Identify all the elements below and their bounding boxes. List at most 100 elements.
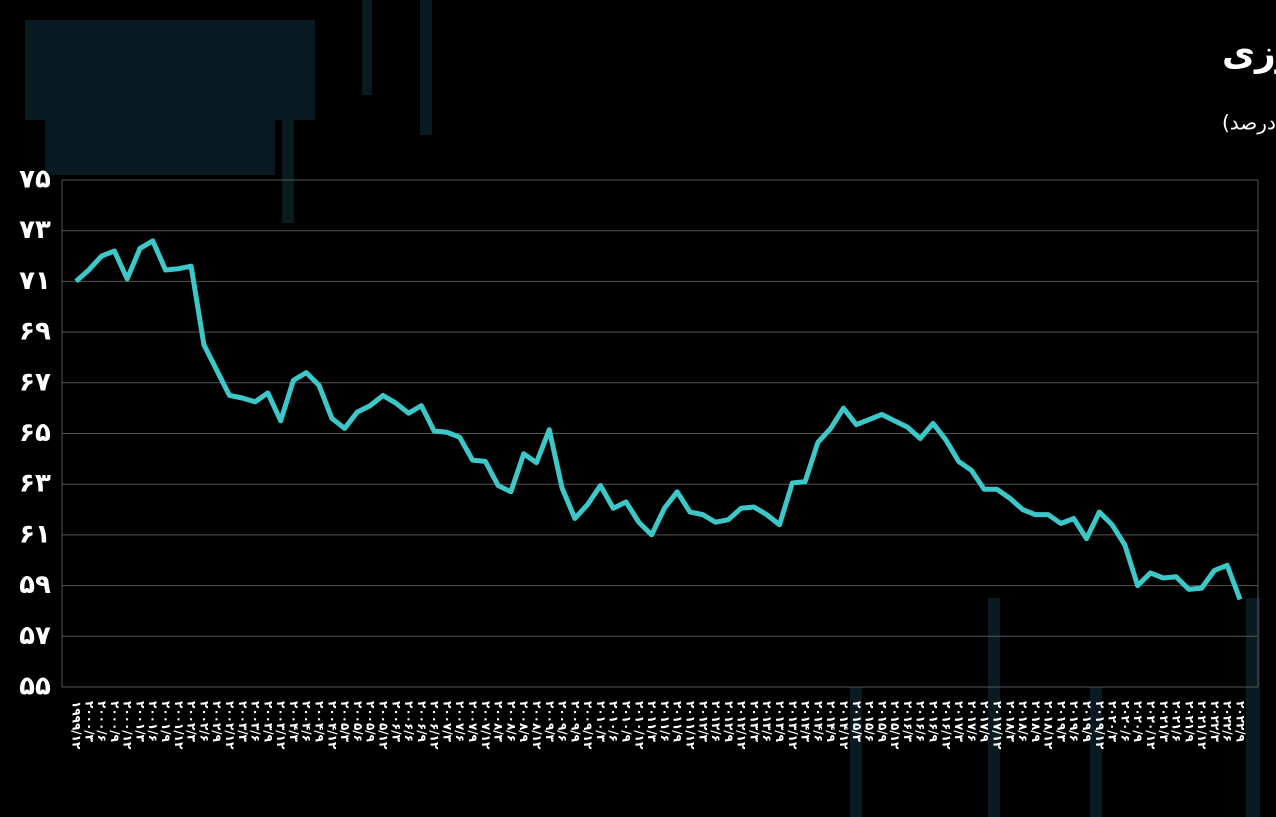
x-tick-label: ۲۰۰۶/۳ [389, 701, 403, 743]
x-tick-label: ۲۰۱۸/۹ [1029, 701, 1043, 743]
x-tick-label: ۲۰۰۲/۱۲ [223, 701, 237, 750]
x-tick-label: ۲۰۰۴/۱۲ [325, 701, 339, 750]
x-tick-label: ۲۰۱۷/۳ [952, 701, 966, 743]
x-tick-label: ۲۰۱۷/۶ [965, 701, 979, 742]
x-tick-label: ۲۰۲۱/۱۲ [1195, 701, 1209, 750]
x-tick-label: ۲۰۰۶/۹ [415, 701, 429, 743]
x-tick-label: ۲۰۱۹/۹ [1080, 701, 1094, 743]
x-tick-label: ۲۰۰۸/۶ [504, 701, 518, 742]
x-tick-label: ۲۰۰۷/۳ [440, 701, 454, 743]
y-tick-label: ۶۵ [19, 418, 51, 448]
x-tick-label: ۲۰۰۷/۱۲ [479, 701, 493, 750]
x-tick-label: ۲۰۰۱/۱۲ [172, 701, 186, 750]
x-tick-label: ۲۰۱۸/۳ [1003, 701, 1017, 743]
x-tick-label: ۲۰۰۲/۹ [210, 701, 224, 743]
x-tick-label: ۲۰۰۹/۳ [543, 701, 557, 743]
x-tick-label: ۲۰۰۳/۱۲ [274, 701, 288, 750]
x-tick-label: ۲۰۰۰/۱۲ [121, 701, 135, 750]
y-tick-label: ۷۳ [19, 215, 51, 245]
x-tick-label: ۲۰۲۲/۳ [1208, 701, 1222, 743]
x-tick-label: ۲۰۱۷/۱۲ [990, 701, 1004, 750]
data-line [74, 238, 1243, 601]
x-tick-label: ۲۰۱۱/۶ [658, 701, 672, 742]
x-tick-label: ۲۰۰۶/۶ [402, 701, 416, 742]
x-tick-label: ۲۰۲۰/۱۲ [1144, 701, 1158, 750]
x-tick-label: ۲۰۰۲/۳ [185, 701, 199, 743]
x-tick-label: ۲۰۱۰/۱۲ [632, 701, 646, 750]
x-tick-label: ۲۰۱۲/۳ [696, 701, 710, 743]
x-tick-label: ۲۰۰۲/۶ [197, 701, 211, 742]
x-tick-label: ۲۰۰۸/۱۲ [530, 701, 544, 750]
x-tick-label: ۲۰۱۵/۶ [863, 701, 877, 742]
y-tick-label: ۶۳ [19, 469, 51, 499]
decor-rect [45, 120, 275, 175]
x-tick-label: ۲۰۱۹/۶ [1067, 701, 1081, 742]
background-decoration [25, 0, 1260, 817]
x-tick-label: ۲۰۰۰/۶ [95, 701, 109, 742]
x-tick-label: ۲۰۱۲/۹ [722, 701, 736, 743]
x-tick-label: ۲۰۰۵/۹ [364, 701, 378, 743]
y-tick-label: ۶۹ [19, 317, 51, 347]
x-tick-label: ۲۰۰۹/۱۲ [581, 701, 595, 750]
x-tick-label: ۲۰۱۴/۳ [799, 701, 813, 743]
x-tick-label: ۲۰۰۳/۹ [261, 701, 275, 743]
x-tick-label: ۲۰۰۱/۹ [159, 701, 173, 743]
x-tick-label: ۲۰۱۴/۶ [811, 701, 825, 742]
x-tick-label: ۲۰۱۵/۱۲ [888, 701, 902, 750]
x-tick-label: ۲۰۲۰/۶ [1118, 701, 1132, 742]
x-tick-label: ۲۰۱۹/۳ [1054, 701, 1068, 743]
x-tick-label: ۲۰۰۷/۶ [453, 701, 467, 742]
decor-rect [282, 120, 294, 223]
x-tick-label: ۲۰۰۹/۶ [556, 701, 570, 742]
chart-subtitle: (واحد: درصد) [1222, 111, 1276, 135]
x-tick-label: ۲۰۰۸/۹ [517, 701, 531, 743]
x-tick-label: ۲۰۱۰/۹ [620, 701, 634, 743]
decor-rect [988, 598, 1000, 817]
y-tick-label: ۷۱ [19, 266, 51, 296]
x-tick-label: ۲۰۱۵/۹ [875, 701, 889, 743]
x-tick-label: ۲۰۰۶/۱۲ [428, 701, 442, 750]
x-tick-label: ۲۰۱۶/۳ [901, 701, 915, 743]
decor-rect [850, 687, 862, 817]
x-tick-label: ۲۰۱۴/۱۲ [837, 701, 851, 750]
x-tick-label: ۲۰۰۴/۹ [313, 701, 327, 743]
x-tick-label: ۲۰۱۶/۶ [914, 701, 928, 742]
x-tick-label: ۲۰۰۷/۹ [466, 701, 480, 743]
chart-title: سهم دلار از ذخایر ارزی [1222, 33, 1276, 74]
x-tick-label: ۲۰۰۸/۳ [492, 701, 506, 743]
y-tick-label: ۷۵ [19, 165, 51, 195]
x-tick-label: ۲۰۰۰/۳ [82, 701, 96, 743]
x-tick-label: ۲۰۰۵/۶ [351, 701, 365, 742]
x-tick-label: ۲۰۱۲/۱۲ [735, 701, 749, 750]
x-tick-label: ۲۰۱۹/۱۲ [1093, 701, 1107, 750]
x-tick-label: ۲۰۲۱/۳ [1157, 701, 1171, 743]
x-tick-label: ۲۰۱۰/۶ [607, 701, 621, 742]
x-tick-label: ۲۰۱۱/۳ [645, 701, 659, 743]
x-tick-label: ۲۰۲۱/۶ [1170, 701, 1184, 742]
x-tick-label: ۲۰۰۱/۶ [146, 701, 160, 742]
decor-rect [1090, 687, 1102, 817]
x-tick-label: ۲۰۱۸/۱۲ [1042, 701, 1056, 750]
decor-rect [25, 20, 315, 120]
x-tick-label: ۲۰۱۷/۹ [978, 701, 992, 743]
x-tick-label: ۲۰۲۲/۹ [1234, 701, 1248, 743]
x-tick-label: ۲۰۰۹/۹ [568, 701, 582, 743]
y-tick-label: ۵۹ [19, 570, 51, 600]
x-tick-label: ۲۰۱۱/۹ [671, 701, 685, 743]
x-tick-label: ۲۰۱۳/۹ [773, 701, 787, 743]
y-tick-label: ۵۵ [19, 672, 51, 702]
x-tick-label: ۲۰۰۵/۱۲ [376, 701, 390, 750]
x-tick-label: ۲۰۱۵/۳ [850, 701, 864, 743]
x-tick-label: ۲۰۰۳/۶ [249, 701, 263, 742]
x-tick-label: ۲۰۱۸/۶ [1016, 701, 1030, 742]
x-tick-label: ۲۰۱۳/۳ [747, 701, 761, 743]
x-tick-label: ۲۰۱۴/۹ [824, 701, 838, 743]
x-tick-label: ۲۰۱۶/۱۲ [939, 701, 953, 750]
x-tick-label: ۲۰۱۶/۹ [927, 701, 941, 743]
x-tick-label: ۲۰۱۳/۶ [760, 701, 774, 742]
x-tick-label: ۲۰۱۱/۱۲ [683, 701, 697, 750]
x-tick-label: ۲۰۲۰/۹ [1131, 701, 1145, 743]
decor-rect [1246, 598, 1260, 817]
